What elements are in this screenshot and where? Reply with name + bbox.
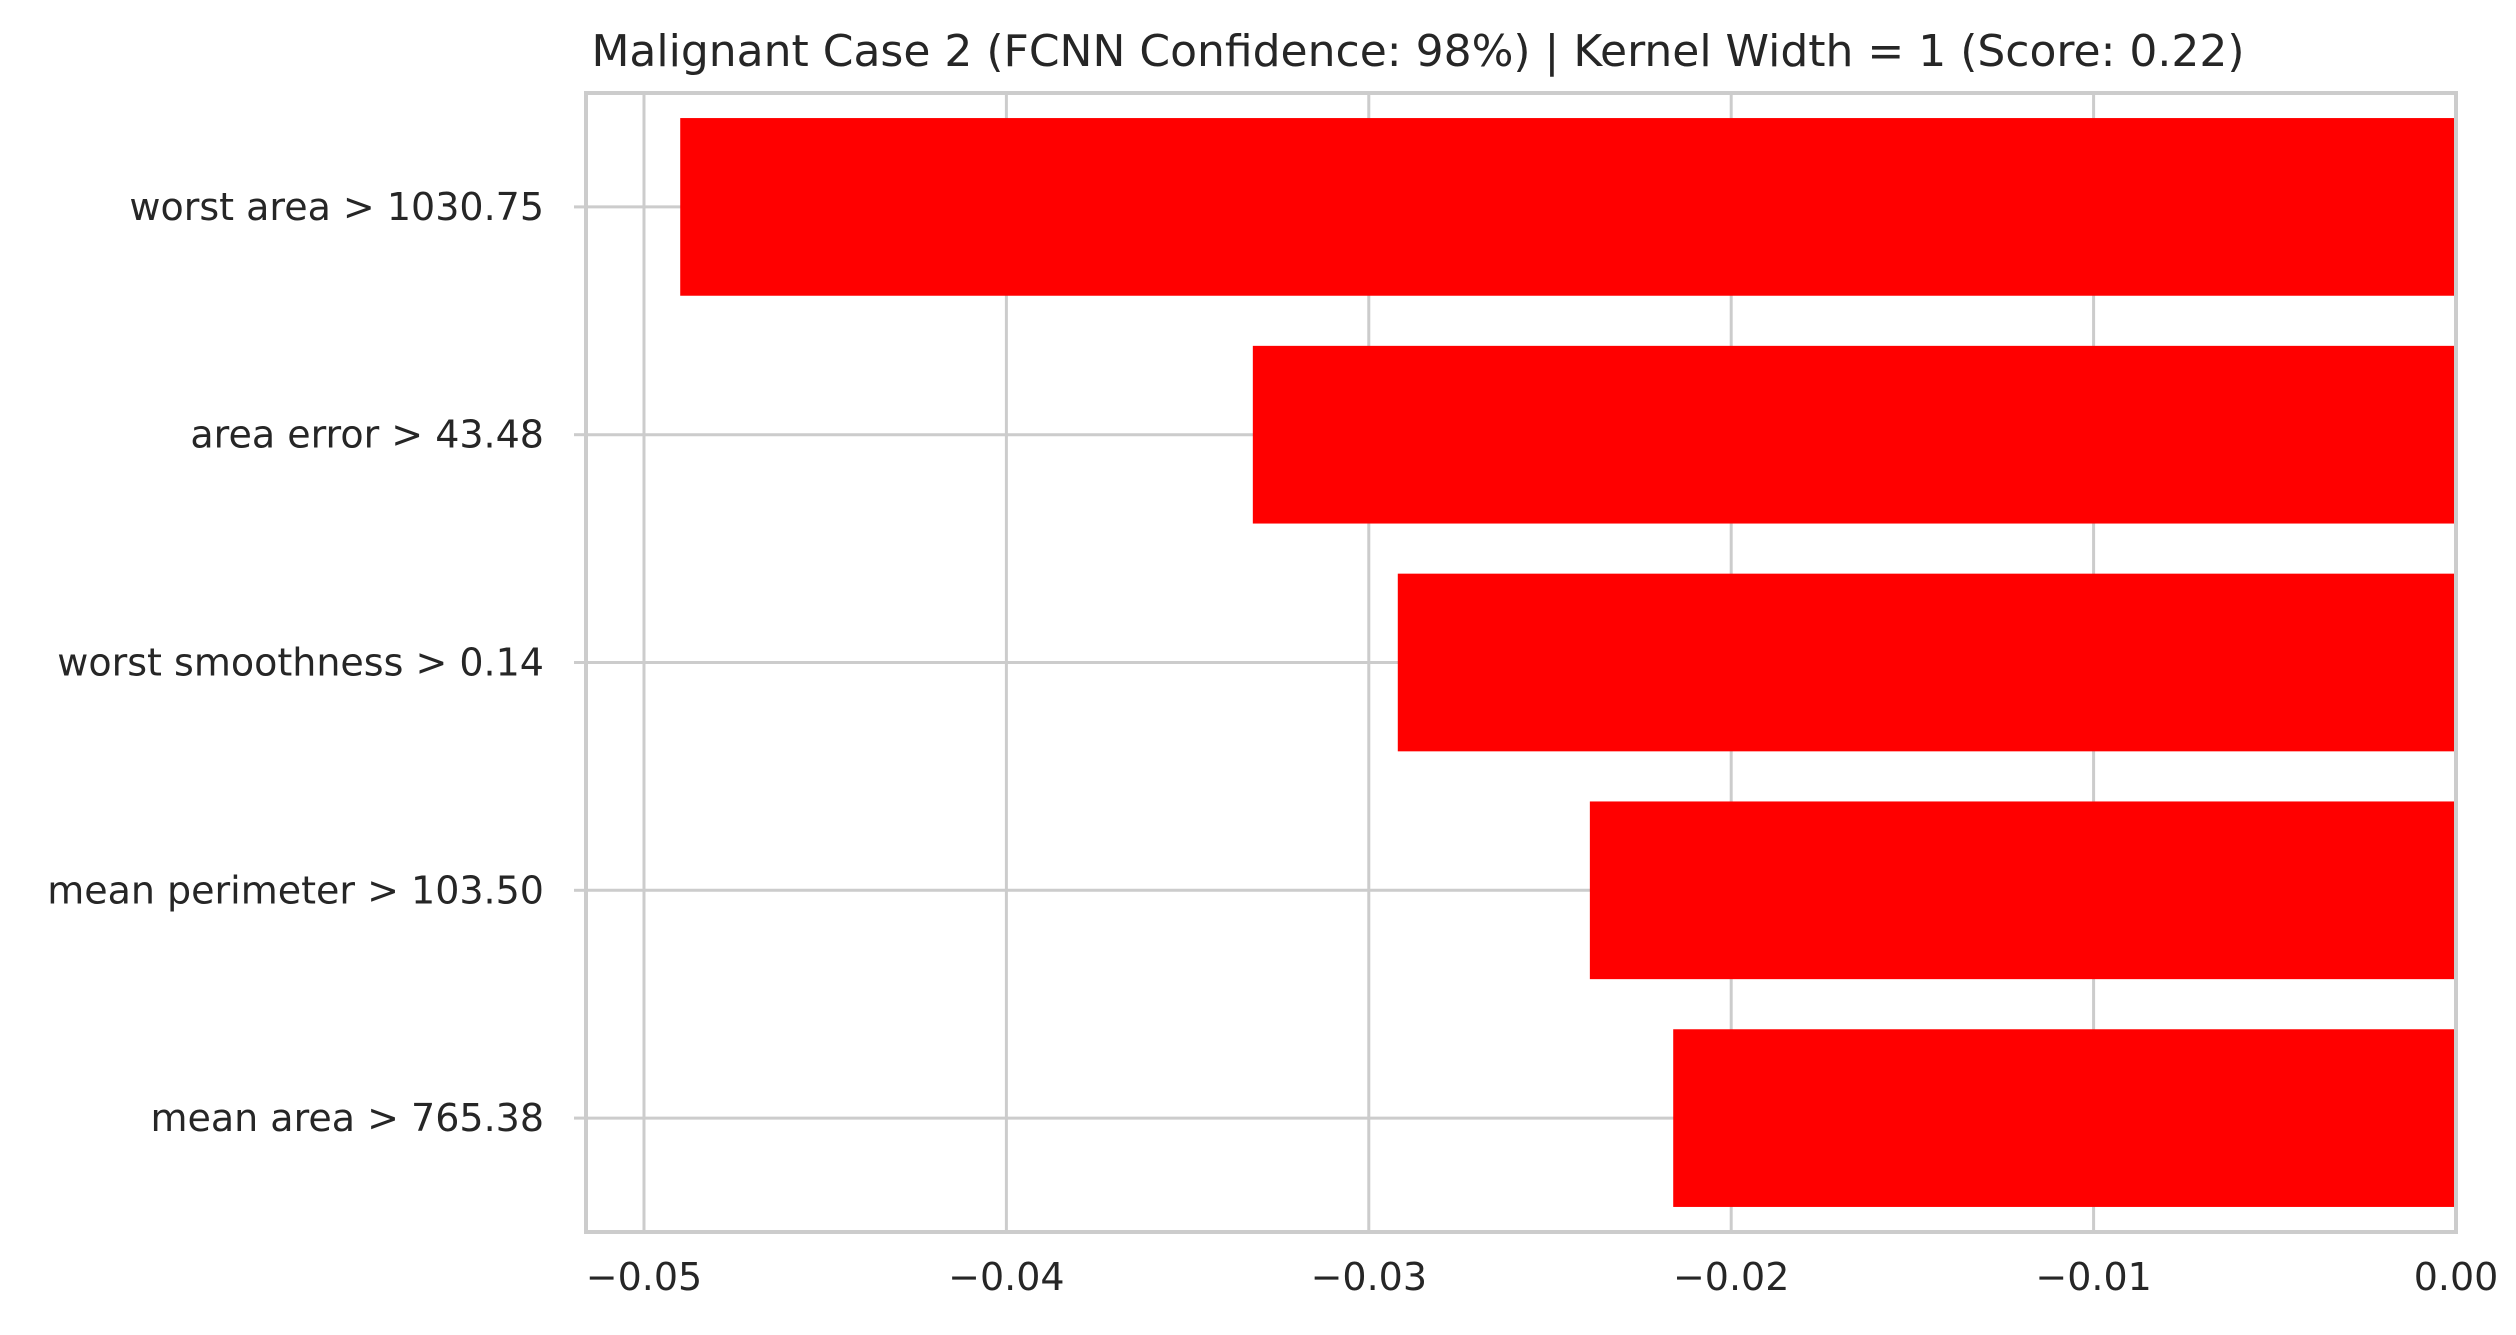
y-tick-label: mean area > 765.38 bbox=[150, 1096, 544, 1140]
plot-frame bbox=[584, 91, 2458, 1234]
y-tick-label: area error > 43.48 bbox=[190, 413, 544, 457]
bar bbox=[680, 118, 2456, 296]
bar bbox=[1589, 801, 2456, 980]
x-tick-label: −0.01 bbox=[2035, 1255, 2151, 1299]
x-tick-label: −0.05 bbox=[586, 1255, 702, 1299]
y-tick-labels: worst area > 1030.75 area error > 43.48 wo… bbox=[47, 185, 544, 1140]
bar bbox=[1673, 1029, 2456, 1207]
x-tick-label: 0.00 bbox=[2414, 1255, 2499, 1299]
x-tick-labels: −0.05 −0.04 −0.03 −0.02 −0.01 0.00 bbox=[586, 1255, 2499, 1299]
x-tick-label: −0.03 bbox=[1311, 1255, 1427, 1299]
y-tick-label: mean perimeter > 103.50 bbox=[47, 868, 544, 912]
chart-title: Malignant Case 2 (FCNN Confidence: 98%) … bbox=[591, 26, 2244, 77]
bar-layer bbox=[680, 118, 2456, 1207]
x-tick-label: −0.02 bbox=[1673, 1255, 1789, 1299]
bar bbox=[1397, 573, 2456, 752]
y-tick-label: worst area > 1030.75 bbox=[129, 185, 544, 229]
bar bbox=[1252, 345, 2456, 524]
x-tick-label: −0.04 bbox=[948, 1255, 1064, 1299]
y-tick-label: worst smoothness > 0.14 bbox=[57, 641, 544, 685]
